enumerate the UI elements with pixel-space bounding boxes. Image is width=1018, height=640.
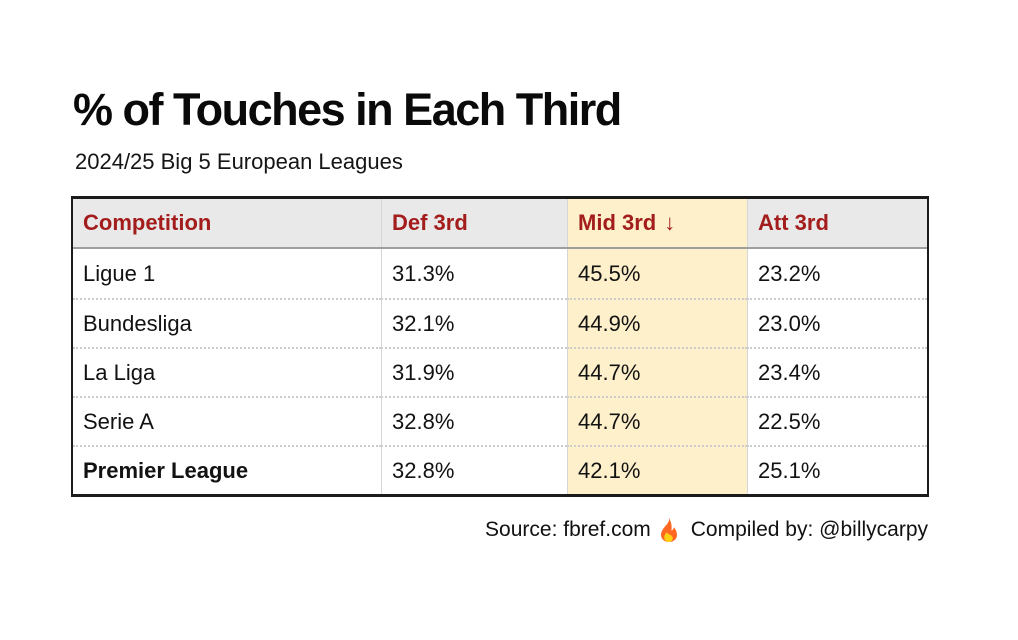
column-header-mid-3rd-label: Mid 3rd [578, 210, 657, 235]
page-title: % of Touches in Each Third [73, 84, 622, 135]
att-3rd-cell: 23.4% [747, 347, 927, 396]
competition-cell: Bundesliga [73, 298, 381, 347]
mid-3rd-cell: 44.7% [567, 347, 747, 396]
mid-3rd-cell: 44.7% [567, 396, 747, 445]
table-row: La Liga 31.9% 44.7% 23.4% [73, 347, 927, 396]
mid-3rd-cell: 42.1% [567, 445, 747, 494]
column-header-mid-3rd: Mid 3rd ↓ [567, 199, 747, 247]
att-3rd-cell: 23.0% [747, 298, 927, 347]
column-header-att-3rd: Att 3rd [747, 199, 927, 247]
mid-3rd-cell: 45.5% [567, 249, 747, 298]
att-3rd-cell: 25.1% [747, 445, 927, 494]
def-3rd-cell: 32.8% [381, 396, 567, 445]
def-3rd-cell: 31.9% [381, 347, 567, 396]
attribution-line: Source: fbref.com Compiled by: @billycar… [485, 518, 928, 542]
att-3rd-cell: 23.2% [747, 249, 927, 298]
competition-cell: Premier League [73, 445, 381, 494]
def-3rd-cell: 32.1% [381, 298, 567, 347]
source-text: Source: fbref.com [485, 518, 651, 541]
table-row: Premier League 32.8% 42.1% 25.1% [73, 445, 927, 494]
page-subtitle: 2024/25 Big 5 European Leagues [75, 149, 403, 174]
mid-3rd-cell: 44.9% [567, 298, 747, 347]
column-header-competition: Competition [83, 210, 212, 235]
table-row: Serie A 32.8% 44.7% 22.5% [73, 396, 927, 445]
competition-cell: Ligue 1 [83, 260, 156, 286]
def-3rd-cell: 32.8% [381, 445, 567, 494]
table-row: Ligue 1 31.3% 45.5% 23.2% [73, 249, 927, 298]
compiled-text: Compiled by: @billycarpy [690, 518, 928, 541]
competition-cell: Serie A [73, 396, 381, 445]
table-row: Bundesliga 32.1% 44.9% 23.0% [73, 298, 927, 347]
column-header-def-3rd: Def 3rd [381, 199, 567, 247]
def-3rd-cell: 31.3% [381, 249, 567, 298]
fire-icon [659, 518, 679, 542]
att-3rd-cell: 22.5% [747, 396, 927, 445]
touches-table: Competition Def 3rd Mid 3rd ↓ Att 3rd Li… [71, 196, 929, 497]
sort-descending-icon: ↓ [664, 210, 676, 235]
table-header-row: Competition Def 3rd Mid 3rd ↓ Att 3rd [73, 199, 927, 249]
competition-cell: La Liga [73, 347, 381, 396]
